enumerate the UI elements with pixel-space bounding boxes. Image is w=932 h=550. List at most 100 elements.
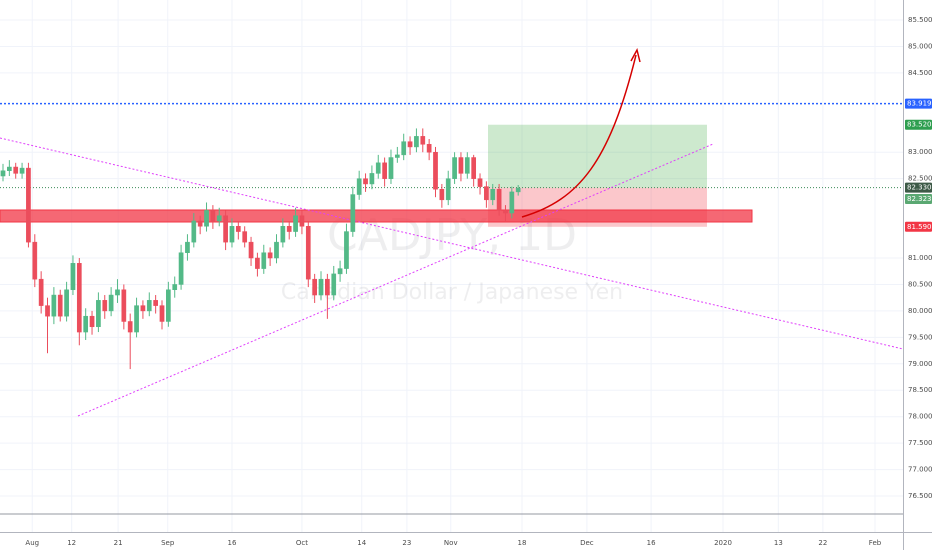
x-tick-label: 12	[67, 539, 76, 547]
x-tick-label: Dec	[580, 539, 594, 547]
arrow-head	[630, 47, 641, 63]
candle-body	[445, 178, 451, 201]
candle-body	[484, 186, 489, 201]
y-tick-label: 77.500	[908, 439, 932, 447]
support-band	[0, 209, 753, 223]
candle-body	[477, 178, 483, 187]
candle-body	[13, 166, 19, 174]
candle-body	[464, 157, 470, 174]
candle-body	[191, 220, 197, 243]
candle-body	[471, 157, 477, 179]
price-badge-label: 83.919	[907, 100, 932, 108]
candle-body	[274, 241, 279, 259]
candle-body	[375, 162, 381, 174]
y-tick-label: 82.500	[908, 175, 932, 183]
x-tick-label: Aug	[25, 539, 39, 547]
candle-body	[394, 154, 400, 158]
candle-body	[503, 210, 508, 214]
x-tick-label: Sep	[161, 539, 175, 547]
candle-body	[6, 166, 12, 171]
grid	[0, 0, 903, 532]
candle-body	[45, 305, 50, 317]
y-tick-label: 84.500	[908, 69, 932, 77]
watermark-subtitle: Canadian Dollar / Japanese Yen	[281, 280, 623, 305]
y-tick-label: 78.000	[908, 413, 932, 421]
candle-body	[293, 215, 298, 232]
price-badge-label: 83.520	[907, 121, 932, 129]
candle-body	[235, 226, 241, 232]
x-tick-label: 18	[518, 539, 527, 547]
y-tick-label: 85.500	[908, 16, 932, 24]
candle-body	[38, 278, 44, 306]
candle-body	[267, 252, 273, 259]
candle-body	[185, 241, 190, 253]
candle-body	[286, 226, 292, 232]
candle-body	[178, 252, 184, 285]
candle-body	[299, 215, 305, 227]
candle-body	[452, 157, 457, 179]
y-tick-label: 79.500	[908, 333, 932, 341]
price-badge-label: 82.323	[907, 195, 932, 203]
candle-body	[344, 231, 349, 269]
x-tick-label: 14	[357, 539, 366, 547]
y-tick-label: 85.000	[908, 42, 932, 50]
candle-body	[89, 315, 95, 328]
y-tick-label: 79.000	[908, 360, 932, 368]
candle-body	[331, 273, 337, 296]
candle-body	[127, 321, 133, 333]
candle-body	[0, 170, 6, 177]
candle-body	[401, 141, 407, 156]
candle-body	[509, 191, 515, 214]
y-tick-label: 78.500	[908, 386, 932, 394]
x-tick-label: 21	[114, 539, 123, 547]
candle-body	[197, 220, 203, 227]
candle-body	[96, 300, 101, 328]
candle-body	[325, 278, 330, 296]
candle-body	[496, 189, 502, 211]
candle-body	[19, 167, 25, 174]
candle-body	[350, 194, 356, 232]
candle-body	[121, 289, 127, 322]
candle-body	[216, 215, 222, 222]
candle-body	[318, 278, 324, 296]
projection-arrow	[521, 54, 637, 218]
candle-body	[140, 305, 146, 312]
candle-body	[255, 257, 260, 269]
candle-body	[32, 241, 38, 280]
x-tick-label: 23	[402, 539, 411, 547]
candle-body	[172, 284, 178, 290]
candle-body	[57, 294, 63, 317]
y-tick-label: 83.000	[908, 148, 932, 156]
target-zone	[488, 124, 707, 188]
candle-body	[70, 263, 76, 290]
candle-body	[280, 226, 286, 243]
candle-body	[248, 241, 254, 259]
candle-body	[426, 144, 432, 153]
price-badge	[905, 194, 932, 205]
axes: 85.500 85.000 84.500 83.000 82.500 81.000 80.5…	[25, 16, 932, 547]
candle-body	[210, 210, 216, 222]
x-tick-label: Oct	[296, 539, 308, 547]
price-badge	[905, 98, 932, 109]
candle-body	[261, 252, 267, 269]
x-tick-label: 16	[647, 539, 656, 547]
candle-body	[369, 173, 375, 185]
trend-line	[77, 143, 714, 417]
candle-body	[242, 231, 248, 243]
candle-body	[76, 263, 82, 333]
x-tick-label: 16	[228, 539, 237, 547]
candle-body	[223, 215, 228, 243]
y-tick-label: 76.500	[908, 492, 932, 500]
candle-body	[312, 278, 318, 296]
x-tick-label: 2020	[714, 539, 732, 547]
candle-body	[166, 289, 171, 322]
price-badge-label: 82.330	[907, 184, 932, 192]
price-badge	[905, 119, 932, 130]
y-tick-label: 81.000	[908, 254, 932, 262]
candle-body	[146, 300, 152, 312]
candle-body	[388, 157, 394, 179]
candle-body	[337, 268, 343, 275]
candle-body	[159, 305, 165, 322]
